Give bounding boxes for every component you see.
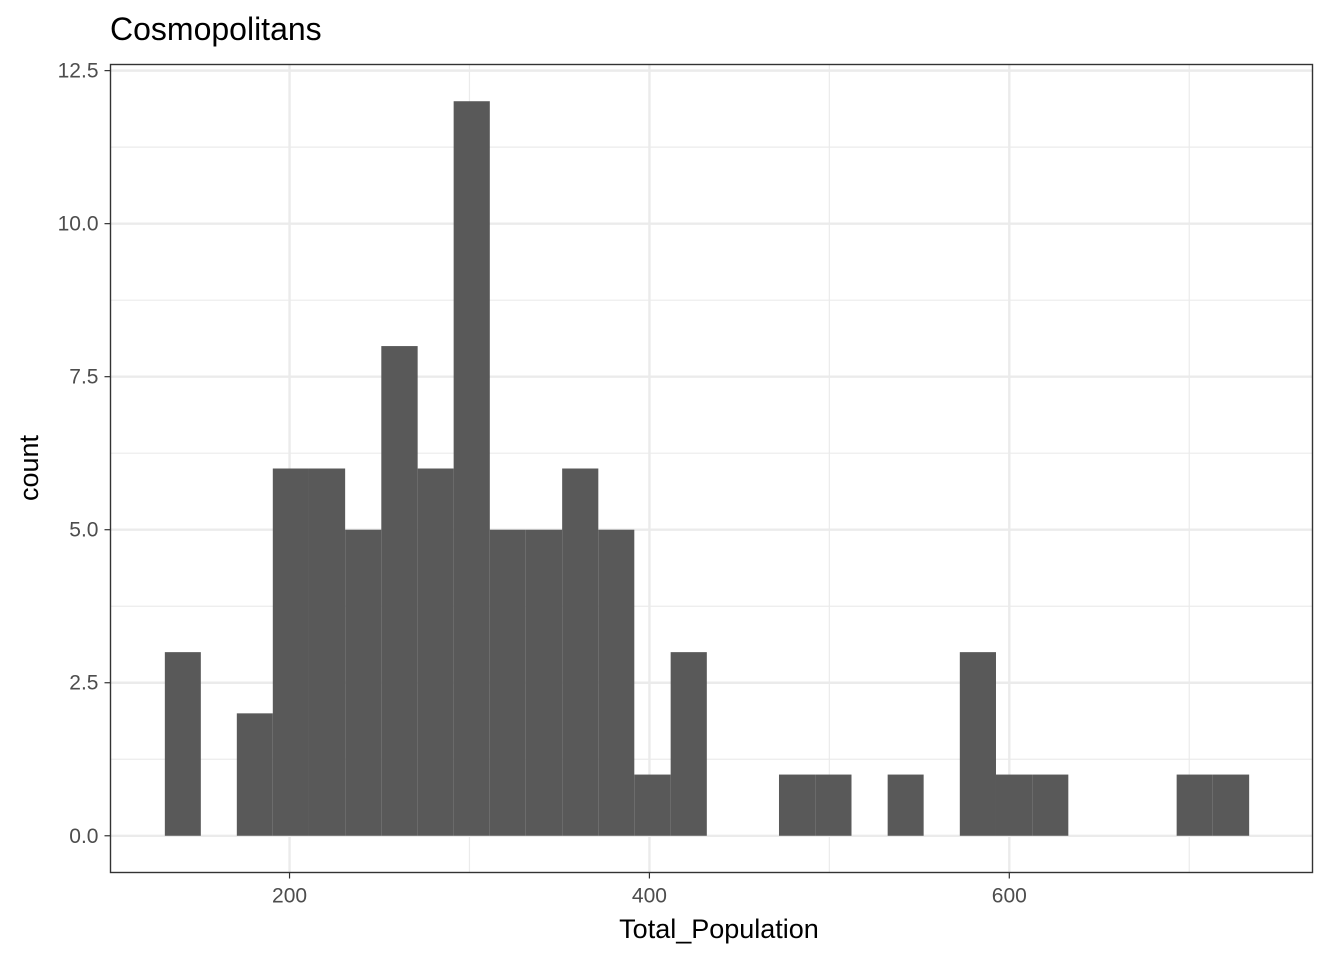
histogram-bar: [236, 713, 273, 836]
histogram-bar: [272, 468, 309, 836]
x-tick-label: 600: [992, 885, 1027, 908]
histogram-bar: [634, 774, 671, 836]
histogram-bar: [1212, 774, 1250, 836]
histogram-bar: [815, 774, 852, 836]
chart-title: Cosmopolitans: [110, 11, 322, 47]
y-tick-label: 0.0: [69, 825, 98, 848]
y-axis-title: count: [14, 434, 44, 501]
histogram-bar: [417, 468, 454, 836]
histogram-bar: [959, 652, 996, 836]
x-tick-label: 200: [272, 885, 307, 908]
histogram-bar: [670, 652, 707, 836]
y-tick-label: 12.5: [58, 60, 99, 83]
x-axis: 200 400 600: [272, 872, 1027, 908]
histogram-bar: [1176, 774, 1213, 836]
x-tick-label: 400: [632, 885, 667, 908]
histogram-bar: [887, 774, 924, 836]
histogram-bar: [381, 346, 418, 836]
y-tick-label: 10.0: [58, 213, 99, 236]
x-axis-title: Total_Population: [619, 914, 819, 944]
histogram-bar: [1032, 774, 1069, 836]
y-axis: 0.0 2.5 5.0 7.5 10.0 12.5: [58, 60, 111, 848]
histogram-bars: [164, 101, 1250, 836]
histogram-bar: [995, 774, 1033, 836]
histogram-bar: [525, 529, 563, 836]
histogram-bar: [562, 468, 599, 836]
y-tick-label: 7.5: [69, 366, 98, 389]
histogram-bar: [308, 468, 346, 836]
histogram-bar: [778, 774, 816, 836]
histogram-bar: [453, 101, 490, 836]
histogram-bar: [345, 529, 382, 836]
histogram-bar: [489, 529, 526, 836]
histogram-bar: [598, 529, 635, 836]
y-tick-label: 5.0: [69, 519, 98, 542]
histogram-bar: [164, 652, 201, 836]
plot-panel-border: [109, 63, 1314, 874]
y-tick-label: 2.5: [69, 672, 98, 695]
